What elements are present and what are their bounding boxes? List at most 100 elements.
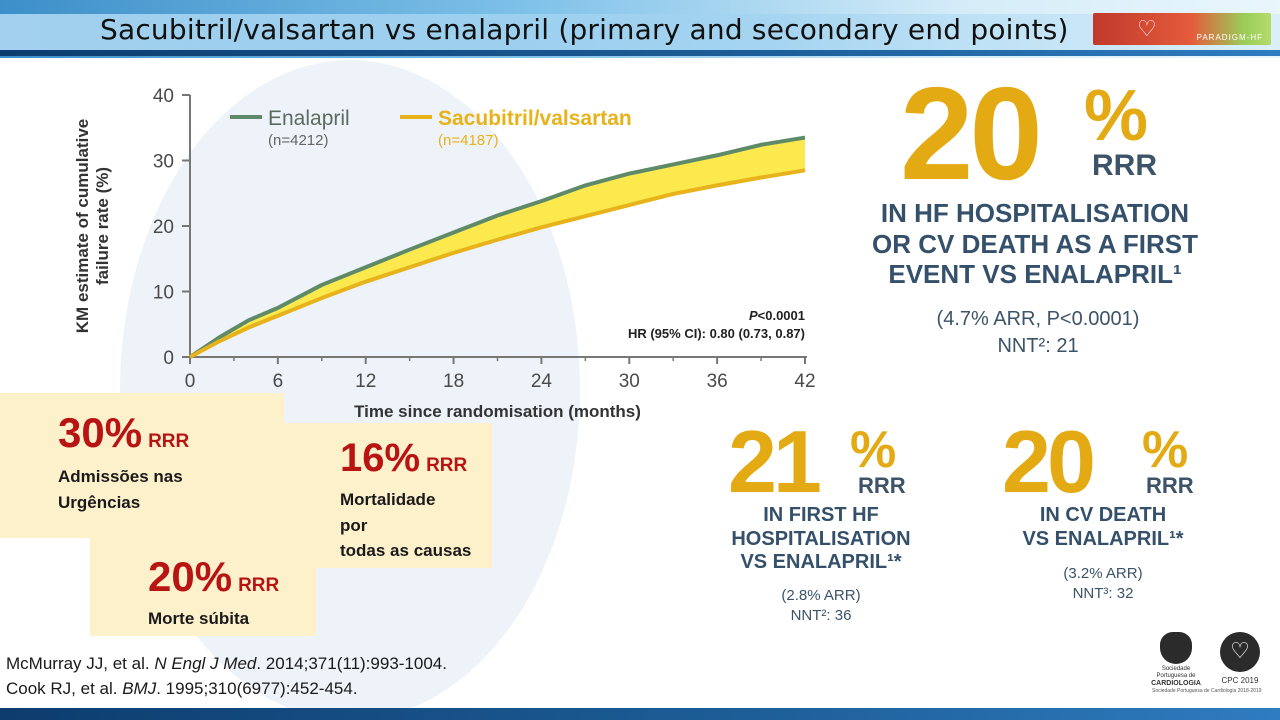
legend-enalapril-label: Enalapril (268, 107, 350, 130)
secondary-1-claim-line: IN FIRST HF (763, 504, 879, 526)
paradigm-logo: ♡ PARADIGM-HF (1093, 13, 1271, 45)
x-tick-label: 36 (707, 371, 728, 392)
y-tick-label: 30 (153, 152, 174, 173)
x-tick-label: 30 (619, 371, 640, 392)
box-1-line: Admissões nas (58, 467, 183, 486)
y-tick-label: 20 (153, 217, 174, 238)
box-background (90, 538, 316, 636)
cpc-logo-text: CPC 2019 (1221, 676, 1259, 685)
y-tick-label: 40 (153, 86, 174, 107)
box-3-line: Morte súbita (148, 609, 250, 628)
enalapril-line (188, 135, 806, 359)
y-tick-label: 0 (163, 348, 174, 369)
reference-details: . 2014;371(11):993-1004. (256, 654, 447, 673)
box-1-line: Urgências (58, 492, 141, 512)
spc-logo-line: Sociedade Portuguesa de (1156, 666, 1196, 680)
cpc-logo: ♡ CPC 2019 (1212, 632, 1268, 694)
box-2-line: Mortalidade (340, 490, 436, 509)
p-value-label: P (749, 308, 758, 323)
x-tick-label: 12 (355, 371, 376, 392)
headline-claim-line: OR CV DEATH AS A FIRST (872, 228, 1198, 259)
y-axis-title-line-1: KM estimate of cumulative (73, 119, 92, 333)
legend-sacubitril-valsartan-label: Sacubitril/valsartan (438, 107, 632, 130)
secondary-2-claim-line: VS ENALAPRIL¹* (1022, 527, 1184, 550)
secondary-2-rrr: RRR (1146, 473, 1194, 498)
paradigm-logo-text: PARADIGM-HF (1196, 33, 1263, 42)
km-chart: 0 10 20 30 40 0 6 12 18 24 30 36 42 Enalapril (n=4212)… (73, 86, 816, 421)
secondary-1-claim: IN FIRST HF HOSPITALISATION VS ENALAPRIL… (690, 504, 952, 575)
legend-sacubitril-valsartan-n: (n=4187) (438, 132, 498, 149)
headline-pct: 20 (900, 60, 1043, 207)
reference-item: McMurray JJ, et al. N Engl J Med. 2014;3… (6, 652, 447, 677)
headline-claim-line: EVENT VS ENALAPRIL¹ (888, 259, 1182, 290)
box-2-pct: 16% RRR (340, 436, 467, 488)
header-divider (0, 50, 1280, 56)
secondary-1-pct: 21 (728, 412, 822, 511)
headline-claim-line: IN HF HOSPITALISATION (880, 198, 1190, 228)
secondary-1-rrr: RRR (858, 473, 906, 498)
box-1-rrr: RRR (148, 431, 190, 452)
title-strip (0, 14, 1280, 50)
box-background (284, 423, 492, 568)
secondary-2-arr: (3.2% ARR) (1063, 565, 1143, 582)
difference-fill (190, 137, 805, 357)
box-3-rrr: RRR (238, 575, 280, 596)
reference-details: . 1995;310(6977):452-454. (156, 678, 358, 698)
secondary-1-claim-line: HOSPITALISATION (731, 527, 911, 550)
secondary-2-claim-line: IN CV DEATH (1039, 504, 1167, 526)
secondary-1-sub: (2.8% ARR) NNT²: 36 (690, 586, 952, 627)
reference-authors: Cook RJ, et al. (6, 678, 123, 698)
heart-icon: ♡ (1230, 638, 1250, 663)
secondary-2-claim: IN CV DEATH VS ENALAPRIL¹* (972, 504, 1234, 551)
reference-journal: N Engl J Med (154, 654, 257, 673)
secondary-1-nnt: NNT²: 36 (790, 607, 852, 625)
page-title: Sacubitril/valsartan vs enalapril (prima… (100, 13, 1069, 46)
headline-claim: IN HF HOSPITALISATION OR CV DEATH AS A F… (840, 198, 1230, 290)
hr-annotation: HR (95% CI): 0.80 (0.73, 0.87) (628, 326, 805, 341)
legend-enalapril-n: (n=4212) (268, 132, 328, 149)
box-3-pct: 20% RRR (148, 554, 279, 609)
p-value-annotation: P<0.0001 (749, 308, 805, 323)
spc-logo-text: Sociedade Portuguesa de CARDIOLOGIA (1148, 666, 1204, 689)
x-tick-label: 6 (273, 371, 284, 392)
y-tick-label: 10 (153, 283, 174, 304)
spc-logo-line: CARDIOLOGIA (1151, 680, 1201, 688)
secondary-2-sub: (3.2% ARR) NNT³: 32 (972, 564, 1234, 605)
headline-arr: (4.7% ARR, P<0.0001) (936, 308, 1140, 330)
secondary-1-arr: (2.8% ARR) (781, 587, 861, 604)
spc-heart-icon (1160, 632, 1192, 664)
headline-pct-sign: % (1084, 76, 1149, 156)
cpc-mark: ♡ (1220, 632, 1260, 672)
reference-journal: BMJ (122, 678, 157, 698)
box-1-pct: 30% RRR (58, 410, 189, 465)
reference-authors: McMurray JJ, et al. (6, 654, 155, 673)
headline-sub: (4.7% ARR, P<0.0001) NNT²: 21 (838, 306, 1238, 360)
secondary-2-pct: 20 (1002, 412, 1096, 511)
heart-icon: ♡ (1137, 16, 1157, 41)
x-tick-label: 18 (443, 371, 464, 392)
footer-divider (0, 708, 1280, 720)
box-2-pct-value: 16% (340, 436, 421, 480)
box-1-text: Admissões nas Urgências (58, 464, 183, 515)
x-tick-label: 42 (794, 371, 815, 392)
box-2-text: Mortalidade por todas as causas (340, 487, 471, 564)
box-2-rrr: RRR (426, 455, 468, 476)
logo-footer-text: Sociedade Portuguesa de Cardiologia 2018… (1152, 688, 1262, 694)
secondary-2-nnt: NNT³: 32 (1072, 585, 1134, 603)
secondary-1-pct-sign: % (850, 421, 897, 479)
spc-logo: Sociedade Portuguesa de CARDIOLOGIA (1148, 632, 1204, 694)
x-axis-title: Time since randomisation (months) (354, 402, 641, 421)
headline-nnt: NNT²: 21 (997, 335, 1079, 357)
headline-rrr: RRR (1092, 149, 1157, 182)
reference-item: Cook RJ, et al. BMJ. 1995;310(6977):452-… (6, 677, 447, 702)
box-2-line: por (340, 515, 368, 535)
box-2-line: todas as causas (340, 541, 472, 560)
p-value-text: <0.0001 (758, 308, 805, 323)
box-1-pct-value: 30% (58, 409, 143, 456)
references: McMurray JJ, et al. N Engl J Med. 2014;3… (6, 652, 447, 701)
secondary-1-claim-line: VS ENALAPRIL¹* (740, 551, 902, 574)
box-background (0, 393, 284, 538)
secondary-2-pct-sign: % (1142, 421, 1189, 479)
x-tick-label: 24 (531, 371, 553, 392)
box-3-pct-value: 20% (148, 553, 233, 600)
